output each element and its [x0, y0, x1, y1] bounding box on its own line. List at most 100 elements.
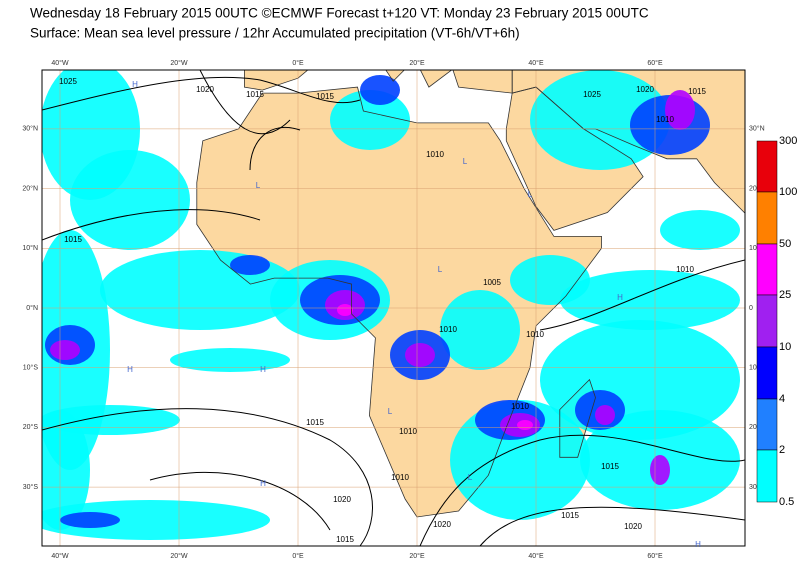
contour-label: 1010 — [399, 427, 417, 436]
lon-label: 20°E — [409, 59, 425, 67]
precip-area — [50, 340, 80, 360]
precip-area — [650, 455, 670, 485]
isobar — [249, 126, 301, 171]
pressure-center: L — [438, 265, 443, 274]
title: Wednesday 18 February 2015 00UTC ©ECMWF … — [30, 6, 649, 21]
lat-label: 20 — [749, 424, 757, 431]
precip-area — [530, 70, 670, 170]
contour-label: 1010 — [511, 402, 529, 411]
legend-label: 50 — [779, 238, 791, 250]
pressure-center: L — [463, 157, 468, 166]
legend-label: 4 — [779, 393, 785, 405]
legend-swatch — [756, 398, 778, 451]
isobar — [149, 471, 331, 531]
lat-label: 10 — [749, 245, 757, 252]
legend-label: 25 — [779, 289, 791, 301]
contour-label: 1020 — [196, 85, 214, 94]
pressure-center: L — [388, 407, 393, 416]
lon-label: 20°E — [409, 552, 425, 560]
precip-area — [517, 420, 533, 430]
legend-label: 0.5 — [779, 496, 794, 508]
precip-area — [405, 343, 435, 367]
lat-label: 30 — [749, 484, 757, 491]
land — [420, 70, 513, 94]
lon-label: 0°E — [292, 552, 304, 560]
land — [385, 70, 405, 82]
precip-area — [665, 90, 695, 130]
lat-label: 10°S — [23, 364, 39, 372]
lon-label: 40°W — [51, 552, 69, 560]
precip-area — [42, 500, 270, 540]
legend-swatch — [756, 243, 778, 296]
contour-label: 1020 — [333, 495, 351, 504]
contour-label: 1015 — [601, 462, 619, 471]
lat-label: 20 — [749, 185, 757, 192]
precip-area — [70, 150, 190, 250]
precip-area — [360, 75, 400, 105]
land — [244, 70, 308, 91]
legend-label: 10 — [779, 341, 791, 353]
pressure-center: L — [256, 181, 261, 190]
contour-label: 1010 — [439, 325, 457, 334]
precip-area — [660, 210, 740, 250]
precip-area — [170, 348, 290, 372]
lat-label: 20°S — [23, 423, 39, 431]
precip-area — [100, 250, 300, 330]
isobar — [42, 408, 373, 546]
coastline — [419, 70, 513, 94]
legend-swatch — [756, 294, 778, 348]
coastline — [559, 378, 596, 458]
lat-label: 0°N — [26, 304, 38, 312]
contour-label: 1010 — [426, 150, 444, 159]
precip-area — [595, 405, 615, 425]
pressure-center: H — [617, 293, 623, 302]
precip-area — [42, 410, 90, 530]
contour-label: 1010 — [656, 115, 674, 124]
contour-label: 1015 — [306, 418, 324, 427]
contour-label: 1010 — [526, 330, 544, 339]
precip-area — [330, 90, 410, 150]
map-area — [42, 70, 745, 546]
pressure-center: L — [528, 190, 533, 199]
contour-label: 1015 — [336, 535, 354, 544]
legend-swatch — [756, 140, 778, 193]
isobar — [42, 209, 261, 241]
contour-label: 1025 — [583, 90, 601, 99]
pressure-center: H — [260, 479, 266, 488]
legend-label: 2 — [779, 444, 785, 456]
lat-label: 30°N — [749, 125, 765, 133]
legend-label: 300 — [779, 135, 797, 147]
precip-area — [230, 255, 270, 275]
lon-label: 40°E — [528, 552, 544, 560]
lon-label: 40°W — [51, 59, 69, 67]
contour-label: 1015 — [561, 511, 579, 520]
contour-label: 1020 — [624, 522, 642, 531]
isobar — [199, 70, 291, 135]
precip-area — [510, 255, 590, 305]
isobar — [419, 434, 745, 546]
contour-label: 1015 — [316, 92, 334, 101]
precip-area — [560, 270, 740, 330]
legend-label: 100 — [779, 186, 797, 198]
pressure-center: H — [260, 365, 266, 374]
pressure-center: H — [132, 80, 138, 89]
lon-label: 60°E — [647, 552, 663, 560]
lon-label: 0°E — [292, 59, 304, 67]
lat-label: 10 — [749, 365, 757, 372]
isobar — [42, 76, 361, 111]
contour-label: 1025 — [59, 77, 77, 86]
precip-area — [60, 512, 120, 528]
lat-label: 0 — [749, 305, 753, 312]
precip-area — [440, 290, 520, 370]
isobar — [479, 506, 745, 546]
lon-label: 40°E — [528, 59, 544, 67]
lon-label: 20°W — [170, 552, 188, 560]
isobar — [539, 259, 745, 331]
pressure-center: H — [695, 540, 701, 549]
contour-label: 1010 — [391, 473, 409, 482]
contour-label: 1015 — [64, 235, 82, 244]
pressure-center: L — [468, 473, 473, 482]
lon-label: 20°W — [170, 59, 188, 67]
precip-area — [337, 304, 353, 316]
